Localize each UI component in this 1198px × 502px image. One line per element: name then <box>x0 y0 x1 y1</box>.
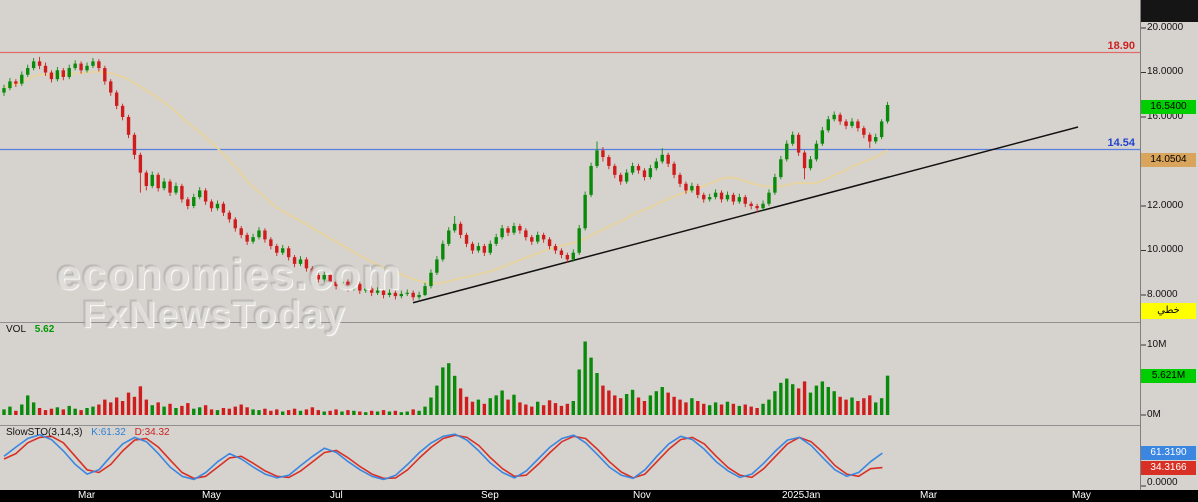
resistance-level-label: 18.90 <box>1107 40 1135 52</box>
price-axis-tick: 16.0000 <box>1147 111 1184 122</box>
volume-axis-tick: 10M <box>1147 339 1167 350</box>
sto-d-badge: 34.3166 <box>1141 461 1196 475</box>
sto-k-value: K:61.32 <box>91 427 126 438</box>
sto-d-value: D:34.32 <box>134 427 170 438</box>
price-axis-tick: 12.0000 <box>1147 200 1184 211</box>
ma-value-badge: 14.0504 <box>1141 153 1196 167</box>
time-axis-label: Mar <box>920 490 938 501</box>
volume-value-badge: 5.621M <box>1141 369 1196 383</box>
time-axis-label: Jul <box>330 490 343 501</box>
time-axis-label: 2025Jan <box>782 490 821 501</box>
time-axis-label: May <box>1072 490 1091 501</box>
time-axis-label: Nov <box>633 490 651 501</box>
price-axis-tick: 18.0000 <box>1147 66 1184 77</box>
last-price-badge: 16.5400 <box>1141 100 1196 114</box>
time-axis-label: May <box>202 490 221 501</box>
sto-pane-label: SlowSTO(3,14,3) K:61.32 D:34.32 <box>6 427 176 438</box>
volume-axis-tick: 0M <box>1147 409 1161 420</box>
sto-title: SlowSTO(3,14,3) <box>6 427 83 438</box>
volume-pane-label: VOL 5.62 <box>6 324 60 335</box>
axis-corner-box <box>1141 0 1198 22</box>
time-axis-label: Mar <box>78 490 96 501</box>
support-level-label: 14.54 <box>1107 137 1135 149</box>
price-axis-tick: 20.0000 <box>1147 22 1184 33</box>
sto-zero-label: 0.0000 <box>1147 477 1178 488</box>
scale-type-badge[interactable]: خطي <box>1141 303 1196 319</box>
volume-title: VOL <box>6 324 27 335</box>
time-axis-label: Sep <box>481 490 499 501</box>
volume-current-value: 5.62 <box>34 324 55 335</box>
time-axis[interactable]: Mar May Jul Sep Nov 2025Jan Mar May <box>0 490 1198 502</box>
sto-k-badge: 61.3190 <box>1141 446 1196 460</box>
price-axis-tick: 10.0000 <box>1147 244 1184 255</box>
price-axis-tick: 8.0000 <box>1147 289 1178 300</box>
